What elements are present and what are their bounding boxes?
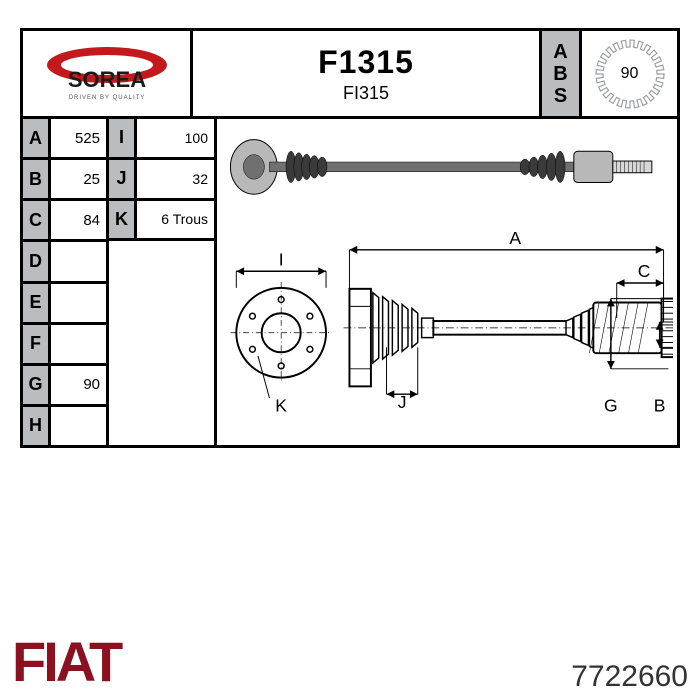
dim-value: [51, 325, 106, 363]
abs-ring-cell: 90: [582, 31, 677, 116]
dim-key: F: [23, 325, 51, 363]
abs-teeth-value: 90: [621, 65, 639, 83]
dim-key: E: [23, 284, 51, 322]
dim-key: I: [109, 119, 137, 157]
svg-text:J: J: [398, 392, 407, 412]
dim-key: H: [23, 407, 51, 445]
footer: FIAT 7722660: [0, 610, 700, 700]
technical-drawing: I A C J K G B: [221, 123, 673, 441]
dim-cell: A525: [23, 119, 106, 160]
part-ref-sub: FI315: [343, 83, 389, 104]
dim-value: 90: [51, 366, 106, 404]
dim-key: A: [23, 119, 51, 157]
dim-key: G: [23, 366, 51, 404]
svg-text:G: G: [604, 396, 618, 416]
part-ref-main: F1315: [318, 44, 414, 81]
dimension-column-left: A525B25C84DEFG90H: [23, 119, 109, 445]
svg-text:SOREA: SOREA: [67, 67, 145, 92]
dim-cell: C84: [23, 201, 106, 242]
header-row: SOREA DRIVEN BY QUALITY F1315 FI315 A B …: [23, 31, 677, 119]
dim-key: D: [23, 242, 51, 280]
dim-key: C: [23, 201, 51, 239]
sorea-logo: SOREA DRIVEN BY QUALITY: [32, 39, 182, 109]
spec-sheet: SOREA DRIVEN BY QUALITY F1315 FI315 A B …: [20, 28, 680, 448]
dim-cell: H: [23, 407, 106, 445]
svg-text:DRIVEN BY QUALITY: DRIVEN BY QUALITY: [68, 95, 145, 101]
dim-cell: J32: [109, 160, 214, 201]
svg-text:B: B: [654, 396, 666, 416]
svg-text:I: I: [279, 249, 284, 269]
dim-value: 84: [51, 201, 106, 239]
dimension-column-right: I100J32K6 Trous: [109, 119, 217, 445]
dim-cell: G90: [23, 366, 106, 407]
dim-cell: E: [23, 284, 106, 325]
dim-key: J: [109, 160, 137, 198]
dim-cell: K6 Trous: [109, 201, 214, 242]
dim-cell: D: [23, 242, 106, 283]
svg-text:K: K: [275, 396, 287, 416]
dim-value: 100: [137, 119, 214, 157]
part-number: 7722660: [571, 660, 688, 694]
dim-value: 6 Trous: [137, 201, 214, 239]
logo-cell: SOREA DRIVEN BY QUALITY: [23, 31, 193, 116]
abs-label: A B S: [542, 31, 582, 116]
svg-text:A: A: [509, 228, 521, 248]
dim-cell: I100: [109, 119, 214, 160]
dim-value: 32: [137, 160, 214, 198]
title-cell: F1315 FI315: [193, 31, 542, 116]
dim-value: [51, 284, 106, 322]
svg-text:C: C: [638, 261, 651, 281]
dim-key: B: [23, 160, 51, 198]
dim-cell: F: [23, 325, 106, 366]
vehicle-brand: FIAT: [12, 629, 120, 694]
dim-value: 525: [51, 119, 106, 157]
dim-key: K: [109, 201, 137, 239]
dim-value: 25: [51, 160, 106, 198]
dim-cell: B25: [23, 160, 106, 201]
dim-value: [51, 407, 106, 445]
drawing-area: I A C J K G B: [217, 119, 677, 445]
body-row: A525B25C84DEFG90H I100J32K6 Trous IACJKG…: [23, 119, 677, 445]
dim-value: [51, 242, 106, 280]
